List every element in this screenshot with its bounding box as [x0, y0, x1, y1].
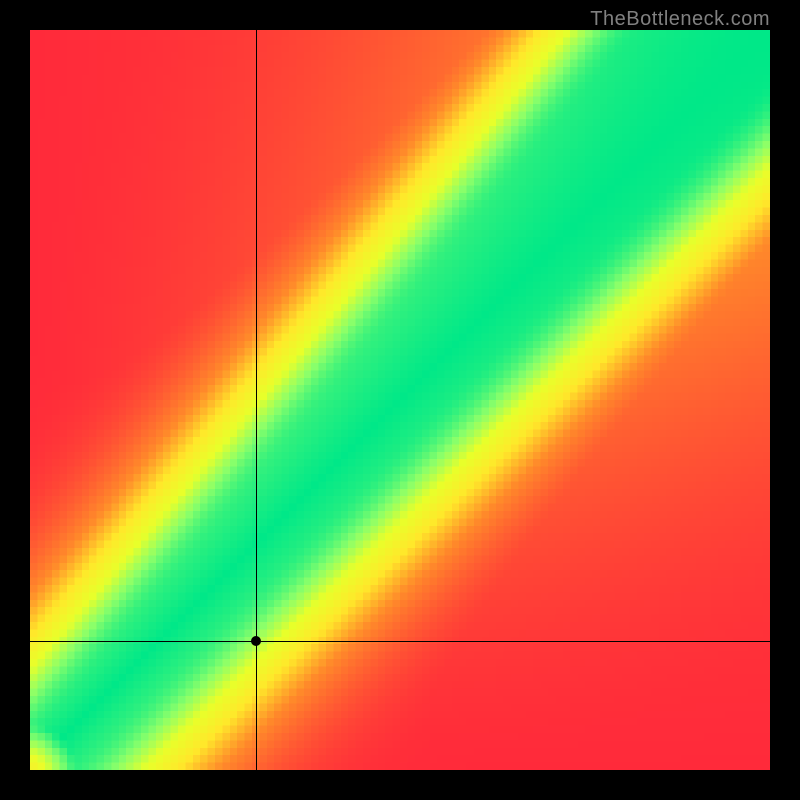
heatmap-canvas — [30, 30, 770, 770]
watermark-text: TheBottleneck.com — [590, 8, 770, 31]
crosshair-horizontal — [30, 641, 770, 642]
bottleneck-heatmap — [30, 30, 770, 770]
crosshair-vertical — [256, 30, 257, 770]
selection-marker-dot — [251, 636, 261, 646]
